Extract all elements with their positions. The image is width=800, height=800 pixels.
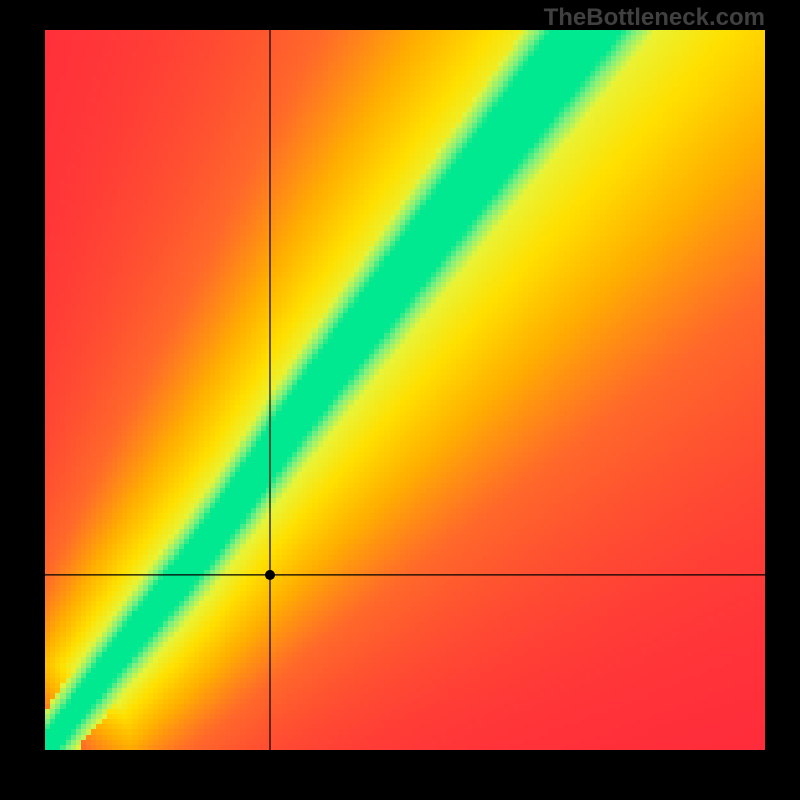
bottleneck-heatmap xyxy=(45,30,765,750)
watermark-text: TheBottleneck.com xyxy=(544,4,765,32)
chart-container: TheBottleneck.com xyxy=(0,0,800,800)
